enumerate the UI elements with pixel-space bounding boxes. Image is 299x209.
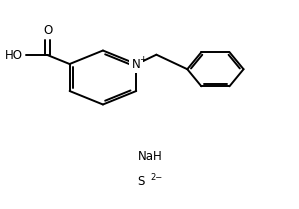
Text: HO: HO xyxy=(5,49,23,62)
Text: +: + xyxy=(139,55,147,64)
Text: O: O xyxy=(43,24,52,37)
Text: N: N xyxy=(132,57,141,70)
Text: 2−: 2− xyxy=(150,173,163,182)
Text: NaH: NaH xyxy=(138,150,163,163)
Text: S: S xyxy=(138,175,145,188)
